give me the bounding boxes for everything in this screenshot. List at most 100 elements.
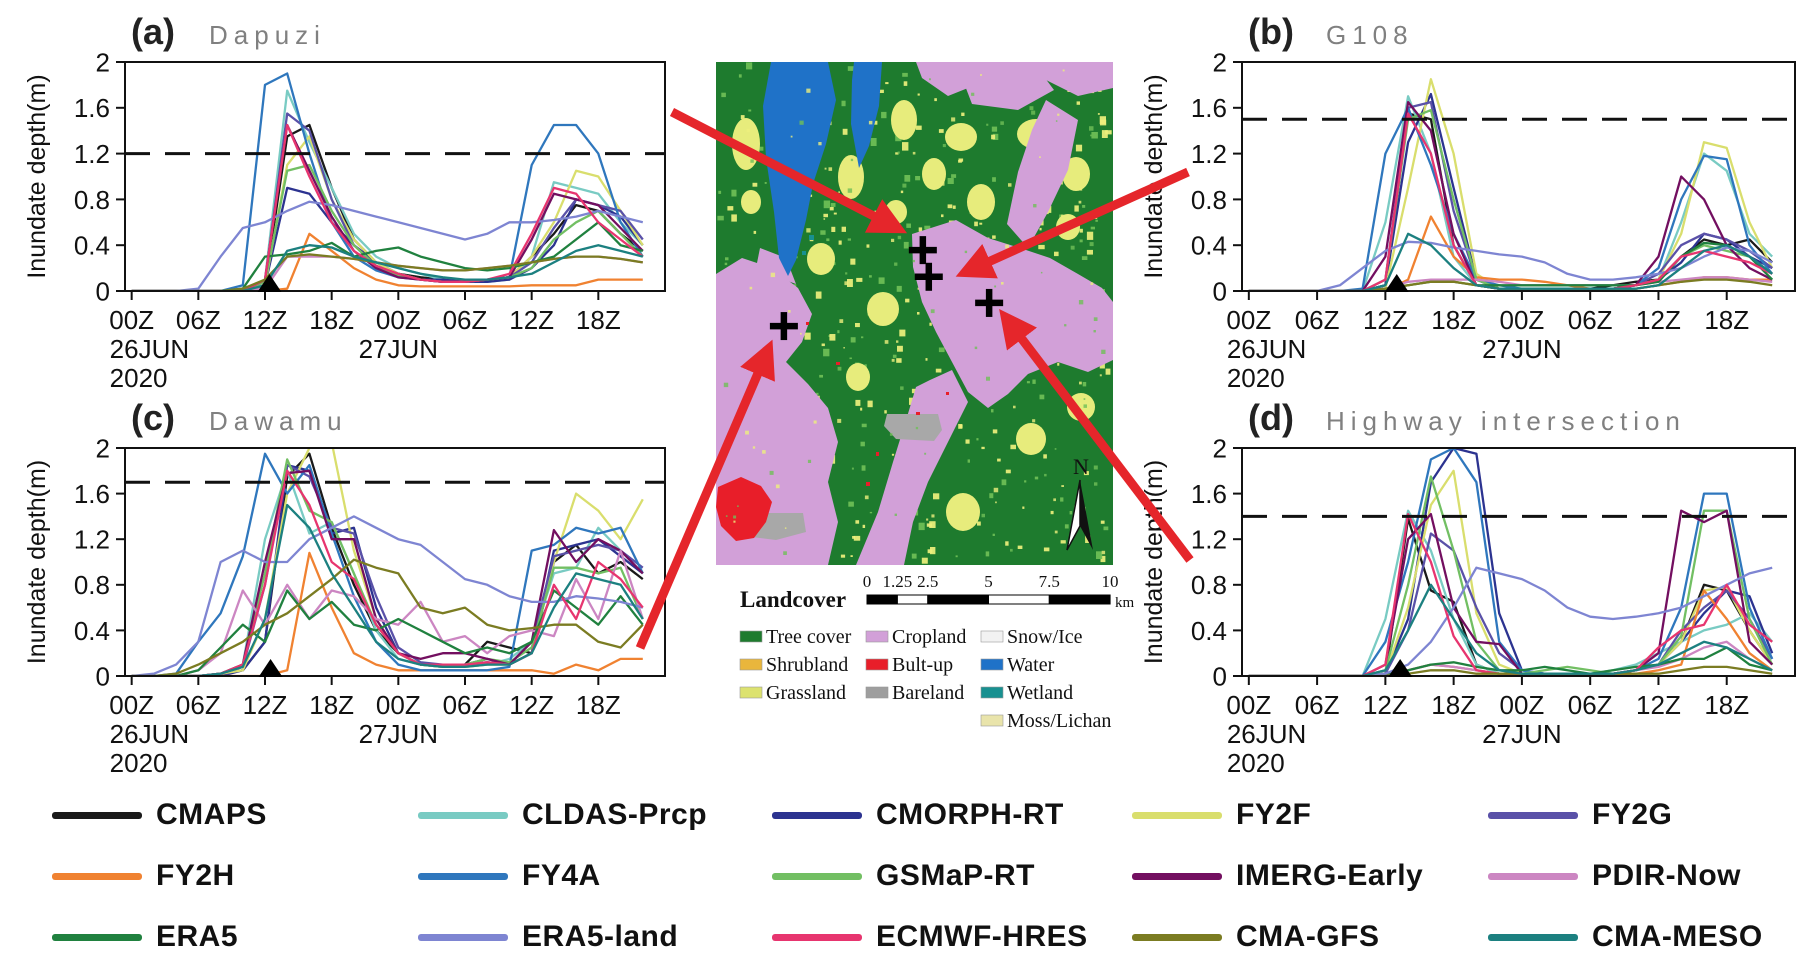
- y-tick-label: 2: [96, 433, 110, 463]
- landcover-label: Wetland: [1007, 682, 1073, 704]
- site-cross-marker-4: [769, 312, 798, 341]
- landcover-label: Shrubland: [766, 654, 848, 676]
- y-tick-label: 0.8: [74, 185, 110, 215]
- series-legend-label: GSMaP-RT: [876, 859, 1036, 892]
- series-line-GSMaP-RT: [1248, 108, 1773, 291]
- landcover-swatch: [739, 658, 763, 671]
- x-tick-label: 12Z: [1363, 305, 1408, 335]
- plot-border: [124, 61, 666, 292]
- y-tick-label: 1.2: [1191, 525, 1227, 555]
- landcover-label: Cropland: [892, 626, 966, 648]
- y-tick-label: 0.4: [74, 616, 110, 646]
- site-markers: [769, 236, 1004, 341]
- series-legend-item-CMA-MESO: CMA-MESO: [1488, 917, 1763, 957]
- y-axis-label: Inundate depth(m): [23, 74, 51, 278]
- landcover-legend-item-snow-ice: Snow/Ice: [980, 626, 1083, 648]
- landcover-label: Tree cover: [766, 626, 852, 648]
- series-legend-item-ECMWF-HRES: ECMWF-HRES: [772, 917, 1088, 957]
- series-line-ECMWF-HRES: [1248, 112, 1773, 291]
- landcover-swatch: [865, 658, 889, 671]
- landcover-legend-item-water: Water: [980, 654, 1055, 676]
- series-line-FY4A: [1248, 448, 1774, 676]
- x-tick-label: 12Z: [509, 305, 554, 335]
- x-tick-label: 18Z: [309, 305, 354, 335]
- x-date-label: 26JUN: [1227, 334, 1306, 364]
- landcover-swatch: [980, 630, 1004, 643]
- x-tick-label: 18Z: [1704, 305, 1749, 335]
- series-legend-item-IMERG-Early: IMERG-Early: [1132, 856, 1423, 896]
- north-label: N: [1073, 454, 1089, 479]
- landcover-swatch: [980, 658, 1004, 671]
- series-line-IMERG-Early: [131, 123, 644, 291]
- x-date-label: 27JUN: [1482, 719, 1561, 749]
- x-tick-label: 00Z: [1226, 305, 1271, 335]
- series-line-CLDAS-Prcp: [131, 469, 644, 676]
- x-tick-label: 06Z: [1295, 690, 1340, 720]
- landcover-label: Grassland: [766, 682, 846, 704]
- series-line-FY4A: [131, 452, 644, 676]
- series-legend-line: [1132, 811, 1222, 819]
- series-legend-line: [772, 933, 862, 941]
- series-legend-label: FY2H: [156, 859, 235, 892]
- landcover-legend-item-tree-cover: Tree cover: [739, 626, 852, 648]
- panel-a-chart: 0 0.4 0.8 1.2 1.6 2 00Z 06Z 12Z 18Z 00Z 06Z 12Z 18Z 26…: [23, 11, 666, 393]
- map-scalebar: 0 1.25 2.5 5 7.5 10: [863, 572, 1119, 605]
- series-line-CMORPH-RT: [1248, 448, 1774, 676]
- series-line-ECMWF-HRES: [131, 123, 644, 291]
- series-line-ERA5-land: [131, 200, 644, 291]
- x-tick-label: 06Z: [1295, 305, 1340, 335]
- x-date-label: 2020: [110, 363, 168, 393]
- series-legend-item-FY2F: FY2F: [1132, 795, 1311, 835]
- x-tick-label: 18Z: [1704, 690, 1749, 720]
- x-tick-label: 00Z: [109, 305, 154, 335]
- series-lines: [131, 448, 644, 676]
- x-date-label: 27JUN: [359, 719, 438, 749]
- landcover-legend-item-bult-up: Bult-up: [865, 654, 953, 676]
- x-tick-label: 12Z: [1636, 305, 1681, 335]
- series-line-ERA5-land: [1248, 566, 1773, 676]
- series-legend-label: FY2G: [1592, 798, 1673, 831]
- series-legend-item-FY2H: FY2H: [52, 856, 235, 896]
- y-tick-label: 0: [96, 661, 110, 691]
- landcover-label: Water: [1007, 654, 1055, 676]
- x-tick-label: 00Z: [376, 690, 421, 720]
- series-legend-item-GSMaP-RT: GSMaP-RT: [772, 856, 1035, 896]
- scalebar-tick-label: 2.5: [917, 572, 938, 591]
- x-tick-label: 06Z: [176, 690, 221, 720]
- series-legend-label: ECMWF-HRES: [876, 920, 1088, 953]
- landcover-label: Bult-up: [892, 654, 953, 676]
- series-line-FY2H: [131, 232, 643, 291]
- series-line-CMA-MESO: [131, 244, 644, 291]
- plot-border: [1241, 447, 1796, 677]
- series-legend-line: [52, 811, 142, 819]
- series-lines: [1248, 448, 1774, 676]
- series-legend-item-ERA5: ERA5: [52, 917, 238, 957]
- landcover-legend-title: Landcover: [740, 587, 846, 612]
- scalebar-unit: km: [1115, 595, 1135, 611]
- series-line-ERA5: [131, 221, 644, 291]
- y-tick-label: 0.8: [1191, 185, 1227, 215]
- series-lines: [1248, 78, 1774, 291]
- series-legend-line: [52, 933, 142, 941]
- x-tick-label: 12Z: [509, 690, 554, 720]
- x-tick-label: 12Z: [243, 690, 288, 720]
- y-tick-label: 0: [1213, 661, 1227, 691]
- series-line-CMA-GFS: [131, 558, 644, 676]
- x-tick-label: 18Z: [1431, 305, 1476, 335]
- series-line-CMA-GFS: [1248, 665, 1773, 676]
- x-tick-label: 18Z: [1431, 690, 1476, 720]
- landcover-legend-item-grassland: Grassland: [739, 682, 846, 704]
- scalebar-tick-label: 10: [1102, 572, 1119, 591]
- scalebar-tick-label: 0: [863, 572, 872, 591]
- series-legend-line: [1132, 872, 1222, 880]
- x-tick-label: 06Z: [176, 305, 221, 335]
- panel-title: Dapuzi: [209, 20, 326, 50]
- series-legend-label: CMAPS: [156, 798, 267, 831]
- site-cross-marker-2: [914, 262, 943, 291]
- x-tick-label: 00Z: [1226, 690, 1271, 720]
- series-legend-item-CMA-GFS: CMA-GFS: [1132, 917, 1379, 957]
- x-tick-label: 00Z: [1500, 690, 1545, 720]
- site-cross-marker-1: [908, 236, 937, 265]
- series-line-CMAPS: [1248, 112, 1774, 291]
